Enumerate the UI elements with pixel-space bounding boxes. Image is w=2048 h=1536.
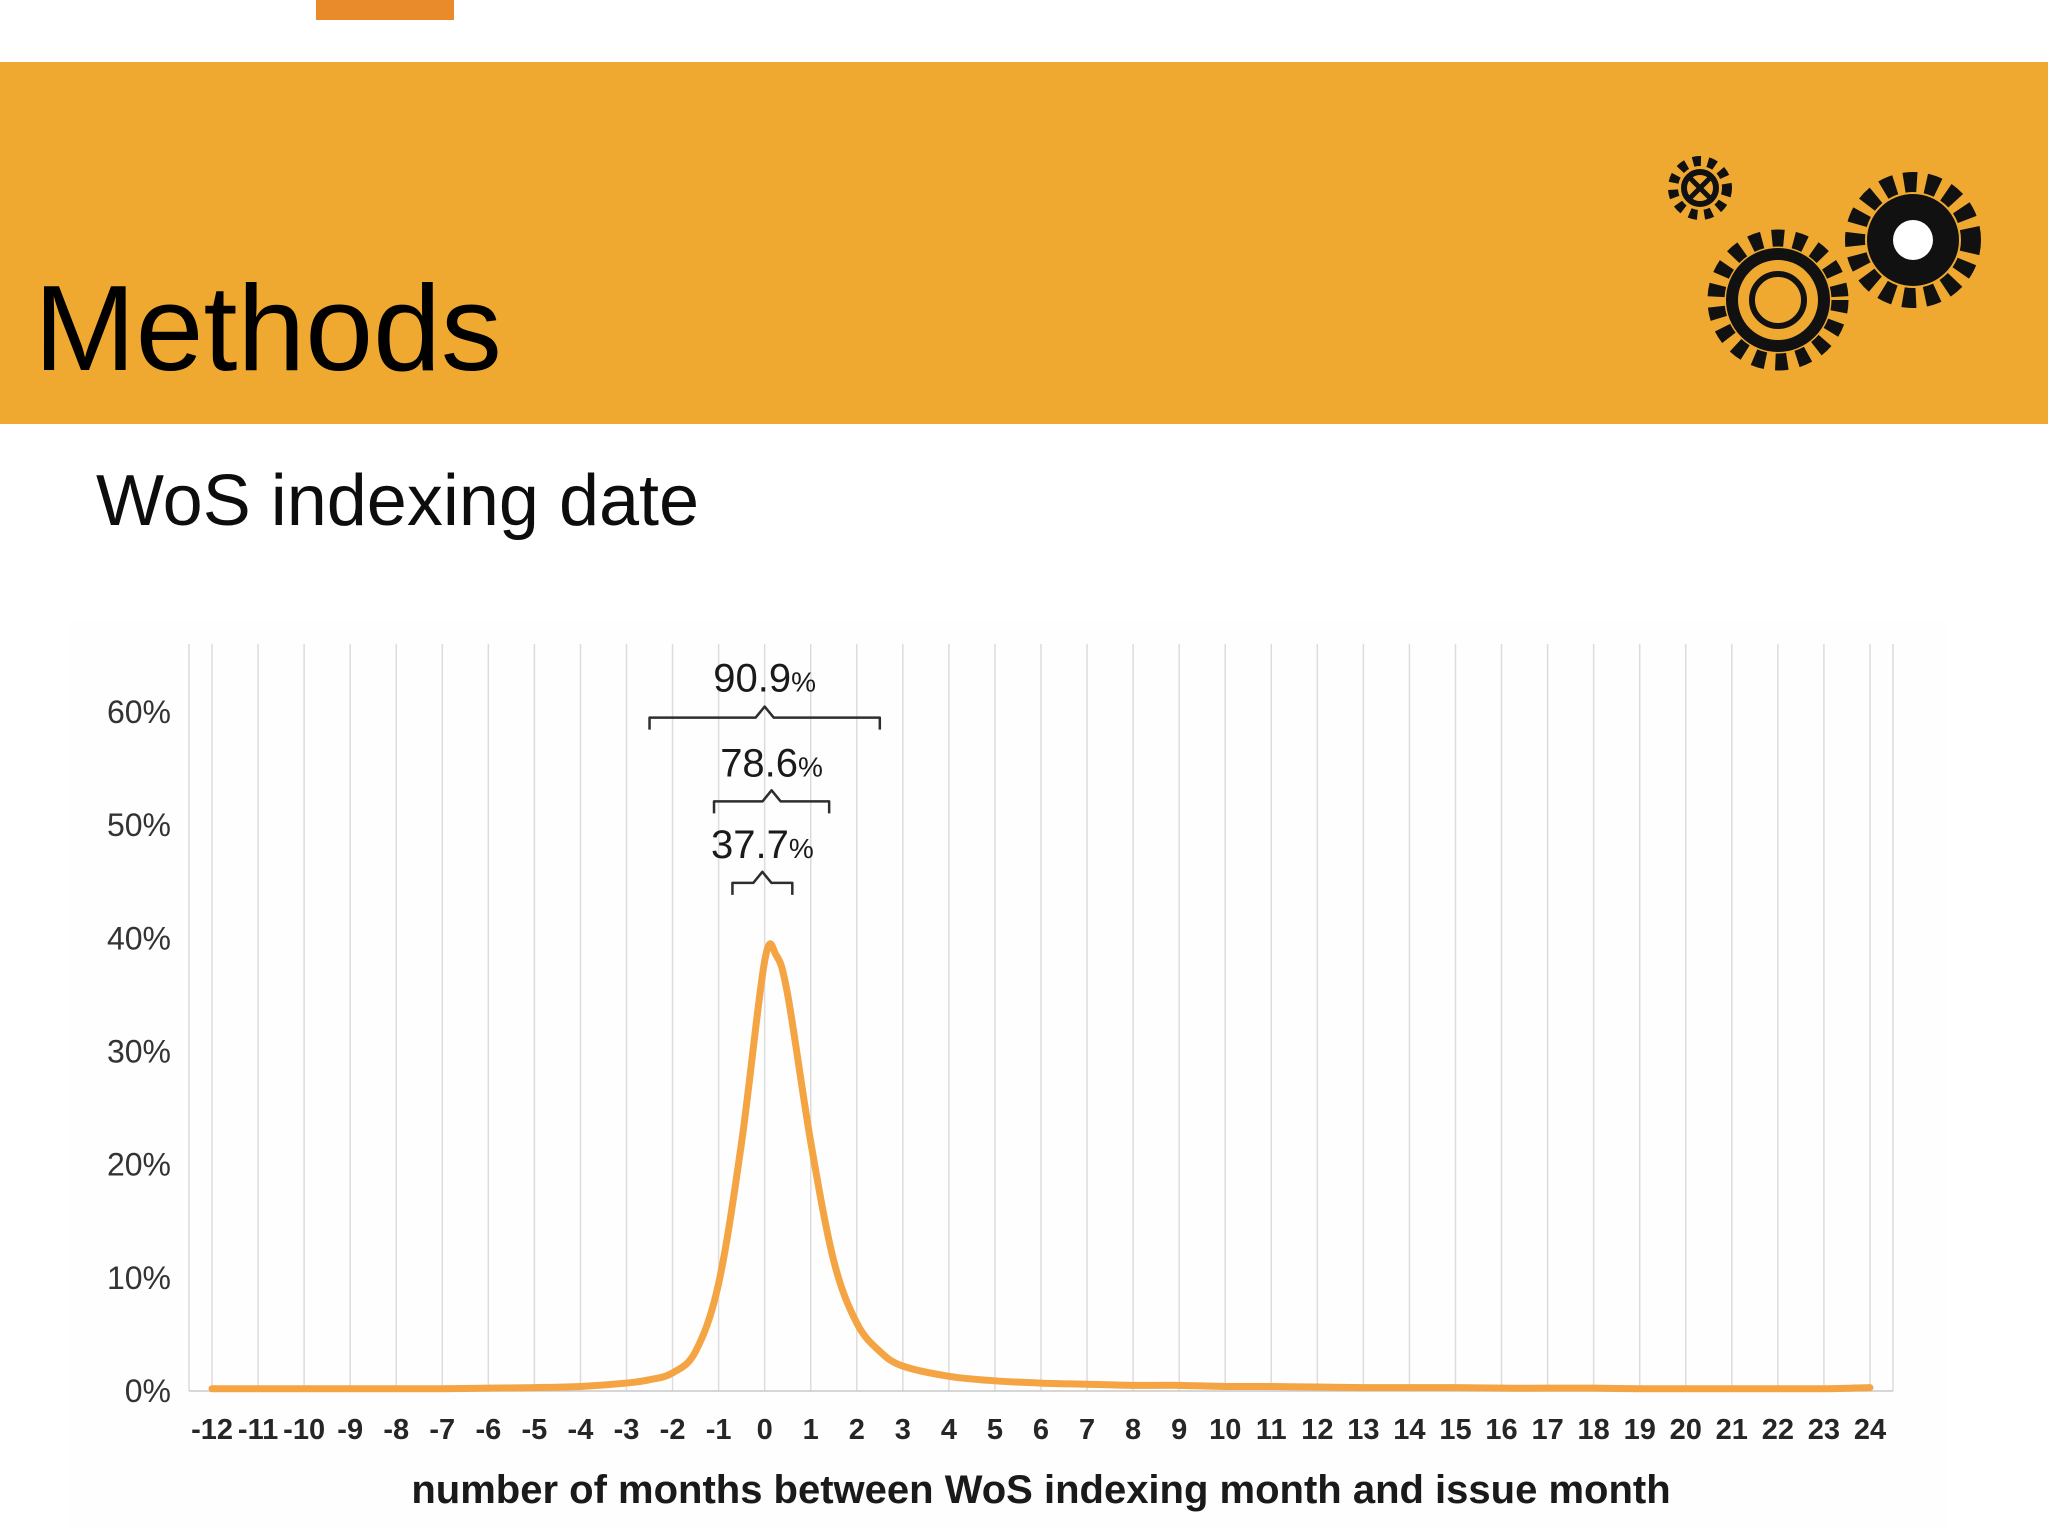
svg-text:6: 6 — [1033, 1414, 1049, 1446]
svg-text:-4: -4 — [568, 1414, 594, 1446]
svg-text:24: 24 — [1854, 1414, 1886, 1446]
svg-text:22: 22 — [1762, 1414, 1794, 1446]
gear-medium-icon — [1707, 229, 1849, 371]
svg-text:17: 17 — [1531, 1414, 1563, 1446]
svg-text:23: 23 — [1808, 1414, 1840, 1446]
gear-large-icon — [1845, 172, 1981, 308]
svg-text:20: 20 — [1670, 1414, 1702, 1446]
svg-text:-7: -7 — [429, 1414, 455, 1446]
svg-text:14: 14 — [1393, 1414, 1425, 1446]
svg-text:19: 19 — [1624, 1414, 1656, 1446]
svg-text:number of months between WoS i: number of months between WoS indexing mo… — [411, 1468, 1670, 1512]
indexing-delay-chart: 0%10%20%30%40%50%60%-12 -11 -10 -9 -8 -7 -6 -5-… — [107, 644, 1894, 1512]
svg-text:10: 10 — [1209, 1414, 1241, 1446]
svg-text:7: 7 — [1079, 1414, 1095, 1446]
svg-text:3: 3 — [895, 1414, 911, 1446]
svg-text:-6: -6 — [475, 1414, 501, 1446]
gears-icon — [1668, 156, 1981, 371]
chart-section-title: WoS indexing date — [96, 461, 700, 541]
svg-text:78.6%: 78.6% — [720, 741, 823, 785]
svg-text:11: 11 — [1256, 1414, 1287, 1446]
svg-text:21: 21 — [1716, 1414, 1748, 1446]
svg-text:-1: -1 — [706, 1414, 732, 1446]
svg-text:4: 4 — [941, 1414, 957, 1446]
svg-text:30%: 30% — [107, 1033, 171, 1069]
svg-text:-12: -12 — [191, 1414, 233, 1446]
svg-text:18: 18 — [1578, 1414, 1610, 1446]
svg-text:0: 0 — [757, 1414, 773, 1446]
svg-text:20%: 20% — [107, 1147, 171, 1183]
top-accent-bar — [316, 0, 454, 20]
svg-text:9: 9 — [1171, 1414, 1187, 1446]
gear-small-icon — [1668, 156, 1732, 220]
svg-text:-2: -2 — [660, 1414, 686, 1446]
svg-text:50%: 50% — [107, 807, 171, 843]
svg-text:0%: 0% — [125, 1373, 171, 1409]
svg-text:-8: -8 — [383, 1414, 409, 1446]
svg-text:16: 16 — [1485, 1414, 1517, 1446]
svg-text:-5: -5 — [522, 1414, 548, 1446]
svg-text:-9: -9 — [337, 1414, 363, 1446]
header-band: Methods — [0, 62, 2048, 424]
svg-text:-3: -3 — [614, 1414, 640, 1446]
svg-text:90.9%: 90.9% — [713, 657, 816, 701]
svg-text:37.7%: 37.7% — [711, 823, 814, 867]
svg-text:1: 1 — [803, 1414, 819, 1446]
svg-text:8: 8 — [1125, 1414, 1141, 1446]
svg-text:5: 5 — [987, 1414, 1003, 1446]
slide-title: Methods — [34, 260, 502, 396]
svg-text:12: 12 — [1301, 1414, 1333, 1446]
svg-text:-10: -10 — [283, 1414, 325, 1446]
svg-text:60%: 60% — [107, 694, 171, 730]
chart-container: 0% 10% 20% 30% 40% 50% 60% -12 -11 -10 -9 -8 -7 -6 -5-… — [68, 620, 1948, 1526]
svg-text:10%: 10% — [107, 1260, 171, 1296]
svg-text:15: 15 — [1439, 1414, 1471, 1446]
svg-text:2: 2 — [849, 1414, 865, 1446]
svg-text:40%: 40% — [107, 920, 171, 956]
svg-text:-11: -11 — [238, 1414, 278, 1446]
svg-text:13: 13 — [1347, 1414, 1379, 1446]
